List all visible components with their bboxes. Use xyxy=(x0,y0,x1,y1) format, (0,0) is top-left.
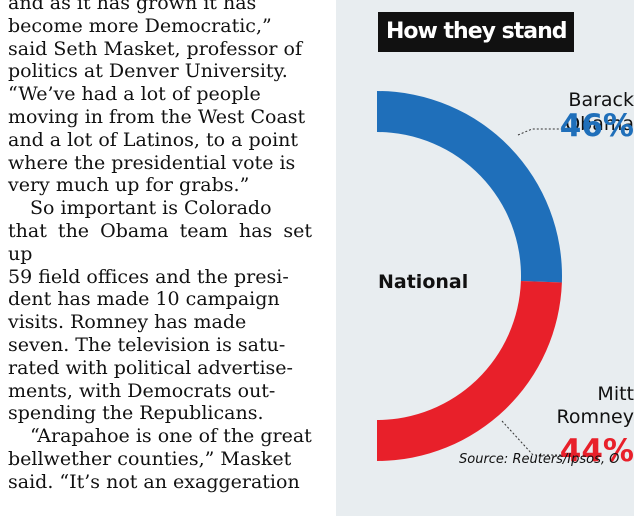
article-paragraph: “Arapahoe is one of the great bellwether… xyxy=(8,425,312,493)
percentage-label-obama: 46% xyxy=(560,108,634,144)
article-text: and as it has grown it has become more D… xyxy=(8,0,312,494)
donut-segment-obama xyxy=(377,91,562,283)
leader-line-obama xyxy=(517,128,564,136)
poll-graphic: National Barack Obama 46% Mitt Romney 44% How … xyxy=(336,0,634,516)
article-line: and a lot of Latinos, to a point xyxy=(8,128,299,151)
article-line: visits. Romney has made xyxy=(8,311,247,334)
article-line: very much up for grabs.” xyxy=(8,174,250,197)
article-line: become more Democratic,” xyxy=(8,14,272,37)
article-line: 59 field offices and the presi- xyxy=(8,265,289,288)
article-line: where the presidential vote is xyxy=(8,151,296,174)
article-line: moving in from the West Coast xyxy=(8,105,306,128)
article-paragraph: and as it has grown it has become more D… xyxy=(8,0,312,197)
article-line: So important is Colorado xyxy=(30,197,272,220)
article-line: ments, with Democrats out- xyxy=(8,379,276,402)
chart-title: How they stand xyxy=(378,12,575,52)
leader-line-romney xyxy=(501,420,564,456)
center-label: National xyxy=(378,271,468,293)
article-line: said Seth Masket, professor of xyxy=(8,37,303,60)
article-line: and as it has grown it has xyxy=(8,0,257,14)
article-line: politics at Denver University. xyxy=(8,60,288,83)
candidate-name-obama: Obama xyxy=(565,113,634,135)
article-line: said. “It’s not an exaggeration xyxy=(8,470,300,493)
article-line: “We’ve had a lot of people xyxy=(8,83,261,106)
article-line: rated with political advertise- xyxy=(8,356,293,379)
candidate-name-obama: Barack xyxy=(568,89,634,111)
article-line: dent has made 10 campaign xyxy=(8,288,280,311)
chart-source: Source: Reuters/Ipsos, O xyxy=(459,452,620,467)
article-line: “Arapahoe is one of the great xyxy=(30,425,312,448)
article-paragraph: So important is Colorado that the Obama … xyxy=(8,197,312,425)
candidate-name-romney: Romney xyxy=(557,406,634,428)
percentage-label-romney: 44% xyxy=(560,433,634,469)
article-line: seven. The television is satu- xyxy=(8,333,286,356)
candidate-name-romney: Mitt xyxy=(597,383,634,405)
article-line: spending the Republicans. xyxy=(8,402,264,425)
donut-segment-romney xyxy=(377,281,562,461)
article-line: that the Obama team has set up xyxy=(8,219,312,265)
article-line: bellwether counties,” Masket xyxy=(8,447,292,470)
